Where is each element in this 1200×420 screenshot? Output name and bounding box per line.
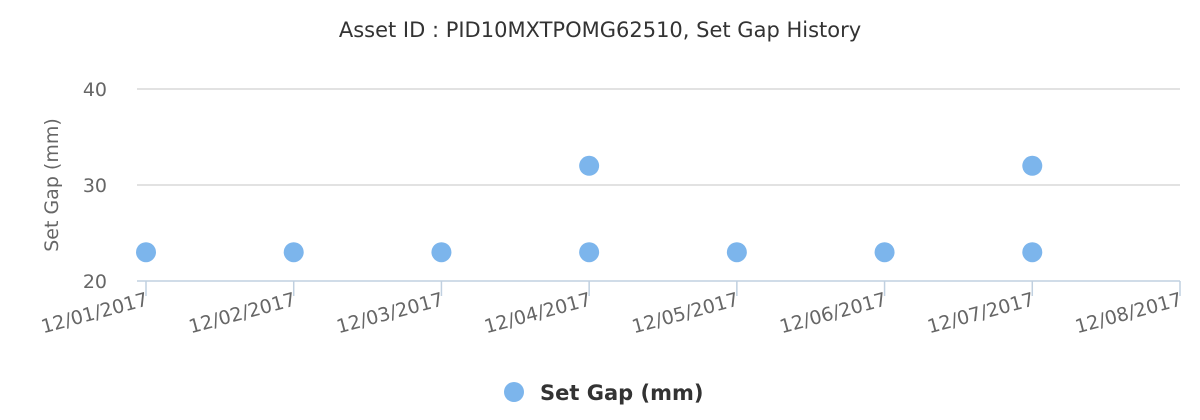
data-point[interactable] [136, 242, 156, 263]
legend-label: Set Gap (mm) [540, 381, 703, 405]
x-tick-label: 12/06/2017 [777, 289, 888, 339]
x-tick-label: 12/05/2017 [630, 289, 741, 339]
legend-marker [504, 382, 524, 402]
data-point[interactable] [579, 242, 600, 263]
y-axis-ticks: 20 30 40 [83, 79, 107, 293]
x-tick-label: 12/07/2017 [925, 289, 1036, 339]
data-point[interactable] [283, 242, 304, 263]
data-point[interactable] [431, 242, 452, 263]
data-point[interactable] [1022, 155, 1043, 176]
grid-lines [137, 88, 1180, 186]
x-tick-label: 12/03/2017 [334, 289, 445, 339]
data-point[interactable] [579, 155, 600, 176]
legend[interactable]: Set Gap (mm) [504, 381, 703, 405]
x-tick-label: 12/02/2017 [187, 289, 298, 339]
x-tick-label: 12/04/2017 [482, 289, 593, 339]
x-tick-label: 12/08/2017 [1073, 289, 1184, 339]
x-tick-label: 12/01/2017 [39, 289, 150, 339]
y-tick-label: 30 [83, 175, 107, 197]
x-axis-ticks: 12/01/2017 12/02/2017 12/03/2017 12/04/2017… [39, 281, 1184, 338]
chart-title: Asset ID : PID10MXTPOMG62510, Set Gap Hi… [339, 18, 861, 42]
data-point[interactable] [874, 242, 895, 263]
data-point[interactable] [726, 242, 747, 263]
data-points [136, 155, 1043, 263]
y-tick-label: 20 [83, 271, 107, 293]
y-tick-label: 40 [83, 79, 107, 101]
y-axis-title: Set Gap (mm) [41, 118, 63, 252]
data-point[interactable] [1022, 242, 1043, 263]
